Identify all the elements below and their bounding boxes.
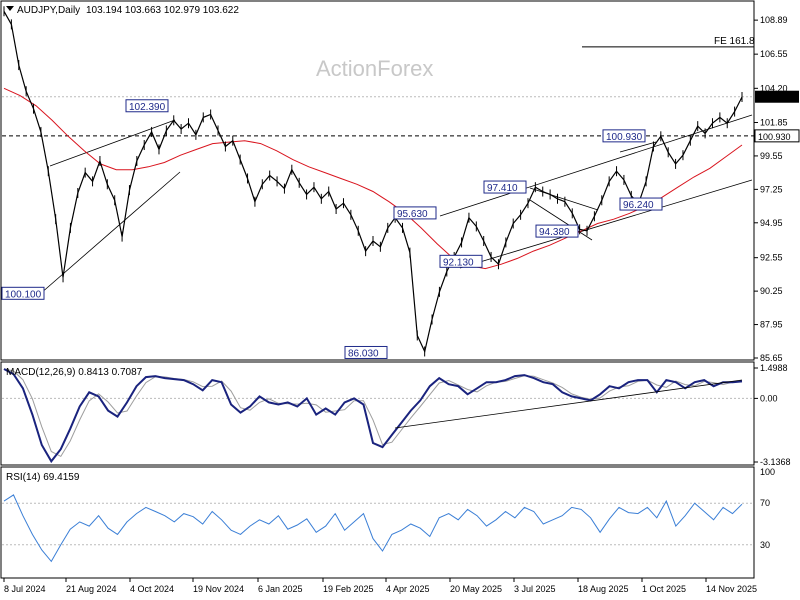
level-label-text: 100.930 [606,132,643,143]
level-price-text: 100.930 [758,132,791,142]
price-tick-label: 85.65 [760,353,783,363]
level-label-box [602,129,646,143]
current-price-text: 103.622 [758,93,791,103]
level-label-text: 97.410 [487,183,518,194]
level-label-text: 100.100 [5,289,42,300]
rsi-title: RSI(14) 69.4159 [6,472,80,483]
macd-tick-label: -3.1368 [760,457,791,467]
x-tick-label: 19 Nov 2024 [193,584,244,594]
price-tick-label: 94.95 [760,218,783,228]
level-label-box [1,286,45,300]
moving-average-line [3,87,743,270]
price-tick-label: 97.25 [760,184,783,194]
x-tick-label: 3 Jul 2025 [514,584,556,594]
price-tick-label: 106.55 [760,49,788,59]
level-label-box [393,206,437,220]
level-label-text: 92.130 [443,257,474,268]
trend-line [459,179,753,269]
dropdown-triangle-icon[interactable] [6,6,14,11]
trend-line [439,114,753,217]
x-tick-label: 8 Jul 2024 [4,584,46,594]
price-tick-label: 101.85 [760,117,788,127]
trend-line [49,119,176,167]
x-tick-label: 1 Oct 2025 [642,584,686,594]
price-tick-label: 99.55 [760,151,783,161]
price-tick-label: 108.89 [760,15,788,25]
macd-line [3,368,743,464]
macd-signal-line [3,368,743,458]
rsi-tick-label: 100 [760,467,775,477]
level-label-box [125,99,169,113]
level-label-box [439,254,483,268]
x-tick-label: 20 May 2025 [450,584,502,594]
x-tick-label: 4 Apr 2025 [386,584,430,594]
x-tick-label: 21 Aug 2024 [66,584,117,594]
level-label-text: 95.630 [397,209,428,220]
price-tick-label: 92.55 [760,253,783,263]
x-tick-label: 14 Nov 2025 [706,584,757,594]
watermark: ActionForex [316,56,433,81]
fe-1618-label: FE 161.8 [714,36,755,47]
rsi-line [3,494,743,563]
x-tick-label: 19 Feb 2025 [323,584,374,594]
level-label-box [483,180,527,194]
level-label-text: 86.030 [348,348,379,359]
trend-line [619,141,657,153]
level-label-text: 96.240 [623,200,654,211]
x-tick-label: 18 Aug 2025 [578,584,629,594]
macd-tick-label: 0.00 [760,393,778,403]
macd-tick-label: 1.4988 [760,363,788,373]
axes-labels: 108.89 106.55 104.20 101.85 99.55 97.25 94.95 9… [3,15,800,594]
price-tick-label: 104.20 [760,83,788,93]
x-tick-label: 4 Oct 2024 [130,584,174,594]
macd-trend-line [394,379,743,429]
price-panel-frame [0,0,755,361]
symbol-title: AUDJPY,Daily [17,5,80,16]
macd-panel [2,368,754,464]
price-tick-label: 87.95 [760,320,783,330]
level-label-box [619,197,663,211]
macd-title: MACD(12,26,9) 0.8413 0.7087 [6,367,143,378]
level-label-box [344,345,388,359]
x-tick-label: 6 Jan 2025 [258,584,303,594]
level-label-text: 102.390 [129,102,166,113]
trend-line [529,199,593,241]
rsi-tick-label: 70 [760,498,770,508]
ohlc-values: 103.194 103.663 102.979 103.622 [86,5,239,16]
rsi-panel-frame [0,466,755,579]
trend-line [529,187,599,211]
level-price-box [754,129,800,143]
price-tick-label: 90.25 [760,286,783,296]
level-label-text: 94.380 [539,227,570,238]
price-panel: FE 161.8 102.390 100.100 86.030 95.630 92.130… [1,6,755,359]
rsi-panel [2,494,754,563]
current-price-box [755,90,799,103]
rsi-tick-label: 30 [760,540,770,550]
level-label-box [535,224,579,238]
macd-panel-frame [0,361,755,466]
